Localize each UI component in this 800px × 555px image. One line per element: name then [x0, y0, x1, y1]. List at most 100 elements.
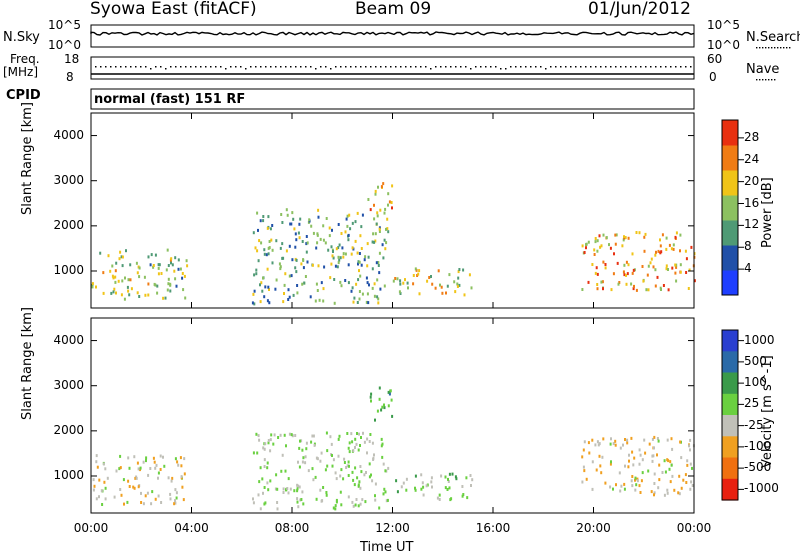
echo-cell	[320, 281, 323, 285]
echo-cell	[653, 493, 655, 497]
nave-point	[270, 66, 272, 68]
nave-point	[470, 68, 472, 70]
echo-cell	[302, 259, 305, 262]
nave-point	[605, 66, 607, 68]
echo-cell	[162, 296, 165, 300]
echo-cell	[316, 232, 319, 236]
echo-cell	[693, 279, 696, 283]
nave-point	[150, 68, 152, 70]
echo-cell	[689, 448, 691, 452]
nave-point	[360, 66, 362, 68]
echo-cell	[665, 264, 668, 268]
echo-cell	[340, 232, 343, 235]
echo-cell	[259, 466, 262, 470]
echo-cell	[300, 262, 303, 266]
echo-cell	[173, 269, 176, 273]
axes-frames	[90, 112, 695, 514]
echo-cell	[291, 211, 294, 215]
echo-cell	[368, 283, 370, 287]
echo-cell	[344, 252, 347, 256]
echo-cell	[691, 466, 693, 470]
echo-cell	[656, 437, 659, 440]
echo-cell	[356, 301, 359, 304]
echo-cell	[350, 432, 353, 436]
echo-cell	[655, 250, 657, 254]
echo-cell	[276, 507, 279, 511]
echo-cell	[296, 483, 299, 487]
echo-cell	[453, 280, 456, 284]
nave-point	[200, 66, 202, 68]
echo-cell	[357, 448, 360, 452]
nave-point	[500, 68, 502, 70]
echo-cell	[271, 248, 274, 252]
echo-cell	[353, 483, 356, 487]
echo-cell	[673, 488, 676, 492]
echo-cell	[625, 260, 628, 264]
echo-cell	[399, 282, 402, 286]
echo-cell	[126, 285, 129, 289]
echo-cell	[139, 466, 142, 470]
echo-cell	[659, 286, 662, 290]
echo-cell	[284, 272, 287, 276]
echo-cell	[679, 270, 682, 274]
echo-cell	[301, 448, 304, 452]
echo-cell	[585, 246, 587, 250]
echo-cell	[379, 287, 382, 291]
echo-cell	[113, 287, 116, 291]
echo-cell	[458, 283, 461, 287]
echo-cell	[177, 463, 180, 467]
echo-cell	[608, 243, 610, 247]
nave-point	[620, 66, 622, 68]
echo-cell	[461, 494, 464, 498]
echo-cell	[357, 278, 360, 282]
echo-cell	[344, 230, 347, 234]
echo-cell	[643, 249, 646, 253]
echo-cell	[389, 389, 392, 393]
echo-cell	[632, 268, 635, 272]
echo-cell	[121, 279, 124, 283]
nave-point	[675, 66, 677, 68]
echo-cell	[587, 441, 590, 445]
echo-cell	[653, 482, 656, 485]
nave-point	[110, 66, 112, 68]
echo-cell	[144, 494, 147, 498]
echo-cell	[120, 493, 123, 497]
echo-cell	[630, 436, 633, 440]
echo-cell	[150, 502, 153, 506]
nave-point	[125, 66, 127, 68]
echo-cell	[382, 492, 385, 496]
echo-cell	[324, 241, 327, 245]
echo-cell	[381, 442, 384, 446]
echo-cell	[619, 446, 622, 450]
echo-cell	[690, 480, 693, 484]
echo-cell	[283, 283, 286, 287]
nave-point	[320, 66, 322, 68]
echo-cell	[121, 255, 124, 259]
echo-cell	[352, 504, 355, 508]
nave-point	[250, 66, 252, 68]
y-tick-label: 2000	[53, 217, 84, 232]
echo-cell	[612, 487, 614, 491]
echo-cell	[314, 475, 317, 479]
echo-cell	[95, 497, 98, 501]
nave-point	[645, 66, 647, 68]
echo-cell	[406, 281, 409, 285]
echo-cell	[451, 472, 454, 476]
echo-cell	[604, 266, 607, 270]
echo-cell	[593, 248, 596, 252]
echo-cell	[646, 273, 649, 277]
echo-cell	[263, 486, 266, 489]
echo-cell	[129, 263, 132, 267]
echo-cell	[332, 250, 334, 253]
echo-cell	[378, 397, 381, 401]
summary-strips	[90, 24, 791, 110]
echo-cell	[252, 497, 254, 501]
echo-cell	[398, 290, 401, 294]
echo-cell	[128, 466, 131, 470]
echo-cell	[258, 438, 261, 442]
echo-cell	[332, 458, 335, 462]
nave-point	[145, 66, 147, 68]
echo-cell	[390, 398, 393, 402]
echo-cell	[679, 440, 682, 444]
echo-cell	[323, 265, 326, 269]
